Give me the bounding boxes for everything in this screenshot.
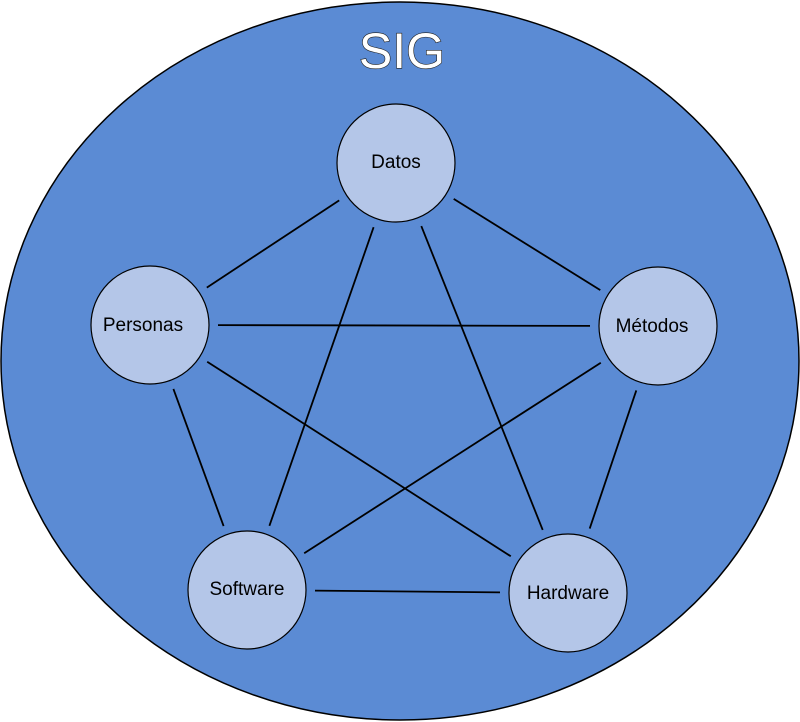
- node-label: Datos: [371, 152, 421, 173]
- edge-datos-hardware: [420, 225, 544, 531]
- node-circle: [508, 533, 628, 653]
- edge-metodos-hardware: [588, 390, 638, 529]
- node-label: Software: [210, 579, 285, 600]
- edge-datos-metodos: [453, 198, 601, 291]
- edge-datos-personas: [206, 199, 340, 289]
- node-software: Software: [187, 530, 307, 650]
- node-personas: Personas: [90, 265, 210, 385]
- node-circle: [90, 265, 210, 385]
- edge-personas-software: [172, 388, 225, 527]
- edge-software-hardware: [314, 589, 501, 594]
- node-label: Métodos: [616, 316, 689, 337]
- node-circle: [598, 266, 718, 386]
- node-label: Hardware: [527, 583, 609, 604]
- node-label: Personas: [103, 315, 183, 336]
- diagram-title: SIG: [359, 23, 445, 79]
- node-datos: Datos: [336, 103, 456, 223]
- node-circle: [336, 103, 456, 223]
- node-hardware: Hardware: [508, 533, 628, 653]
- edge-personas-metodos: [217, 324, 591, 327]
- node-metodos: Métodos: [598, 266, 718, 386]
- node-circle: [187, 530, 307, 650]
- edge-metodos-software: [303, 362, 602, 554]
- edge-personas-hardware: [206, 360, 512, 558]
- connection-lines: [172, 198, 638, 594]
- edge-datos-software: [268, 226, 375, 527]
